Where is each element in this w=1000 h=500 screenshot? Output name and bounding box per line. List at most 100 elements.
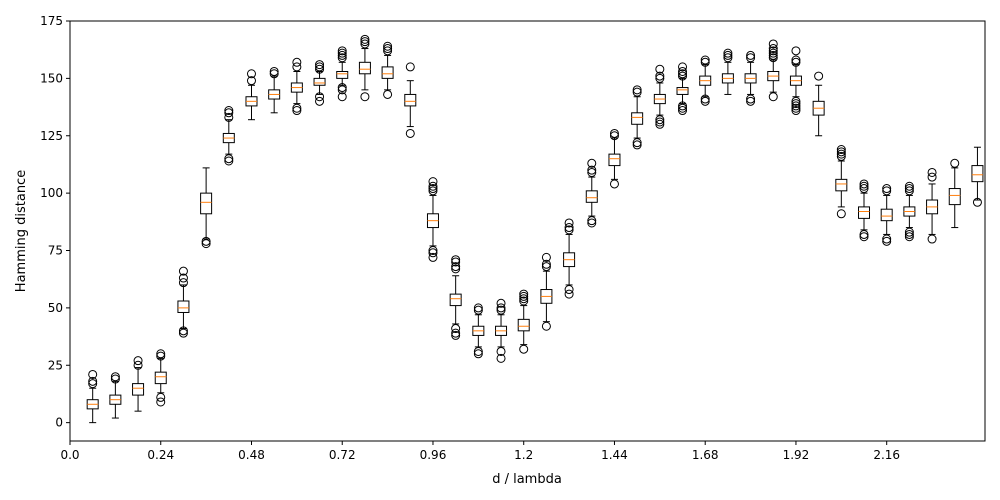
box-group-18 [495,298,508,363]
outlier-point [746,50,756,60]
outlier-point [315,60,325,70]
outlier-point [678,69,688,79]
outlier-point [632,87,642,97]
box-group-31 [789,46,802,116]
box-group-7 [245,69,258,121]
outlier-point [451,330,461,340]
outlier-point [723,50,733,60]
outlier-point [859,232,869,242]
outlier-point [678,71,688,81]
outlier-point [178,266,188,276]
box-group-16 [449,255,462,340]
outlier-point [156,349,166,359]
outlier-point [451,328,461,338]
outlier-point [836,147,846,157]
outlier-point [156,397,166,407]
outlier-point [564,285,574,295]
outlier-point [428,184,438,194]
outlier-point [519,289,529,299]
outlier-point [882,186,892,196]
outlier-point [904,229,914,239]
x-tick-label: 2.16 [873,448,900,462]
y-tick-label: 0 [55,416,63,430]
outlier-point [587,165,597,175]
outlier-point [133,360,143,370]
outlier-point [678,66,688,76]
box-body [631,112,644,125]
outlier-point [746,53,756,63]
outlier-point [315,62,325,72]
box-group-36 [903,181,916,242]
outlier-point [609,128,619,138]
outlier-point [700,57,710,67]
outlier-point [859,229,869,239]
outlier-point [700,94,710,104]
outlier-point [428,181,438,191]
box-body [585,190,598,203]
outlier-point [473,305,483,315]
outlier-point [360,34,370,44]
box-group-9 [290,57,303,116]
outlier-point [428,252,438,262]
outlier-point [269,66,279,76]
box-group-37 [926,167,939,244]
outlier-point [496,346,506,356]
outlier-point [292,103,302,113]
outlier-point [428,177,438,187]
outlier-point [791,55,801,65]
box-group-23 [608,128,621,189]
outlier-point [950,158,960,168]
outlier-point [904,227,914,237]
outlier-point [315,92,325,102]
box-body [835,178,848,192]
outlier-point [428,186,438,196]
box-body [358,61,371,75]
outlier-point [791,99,801,109]
box-body [132,383,145,396]
outlier-point [541,321,551,331]
outlier-point [541,262,551,272]
outlier-point [655,115,665,125]
y-tick-label: 150 [40,71,63,85]
outlier-point [178,326,188,336]
outlier-point [655,117,665,127]
box-group-34 [858,179,871,242]
outlier-point [564,223,574,233]
outlier-point [451,264,461,274]
outlier-point [859,181,869,191]
outlier-point [632,85,642,95]
outlier-point [678,62,688,72]
box-group-17 [472,303,485,359]
outlier-point [632,138,642,148]
outlier-point [292,57,302,67]
outlier-point [655,119,665,129]
box-group-21 [563,218,576,299]
outlier-point [904,232,914,242]
x-tick-label: 0.48 [238,448,265,462]
outlier-point [337,53,347,63]
x-tick-label: 1.2 [514,448,533,462]
outlier-point [904,181,914,191]
outlier-point [700,55,710,65]
outlier-point [564,289,574,299]
box-group-19 [517,289,530,354]
y-tick-label: 25 [48,358,63,372]
box-body [154,371,167,385]
outlier-point [428,246,438,256]
outlier-point [927,234,937,244]
outlier-point [224,154,234,164]
outlier-point [110,374,120,384]
box-body [971,165,984,183]
outlier-point [836,149,846,159]
box-group-5 [200,167,213,249]
outlier-point [564,225,574,235]
outlier-point [541,252,551,262]
outlier-point [768,92,778,102]
box-body [608,153,621,167]
outlier-point [496,305,506,315]
x-tick-label: 0.0 [60,448,79,462]
y-tick-label: 175 [40,14,63,28]
outlier-point [768,44,778,54]
outlier-point [927,172,937,182]
outlier-point [337,50,347,60]
